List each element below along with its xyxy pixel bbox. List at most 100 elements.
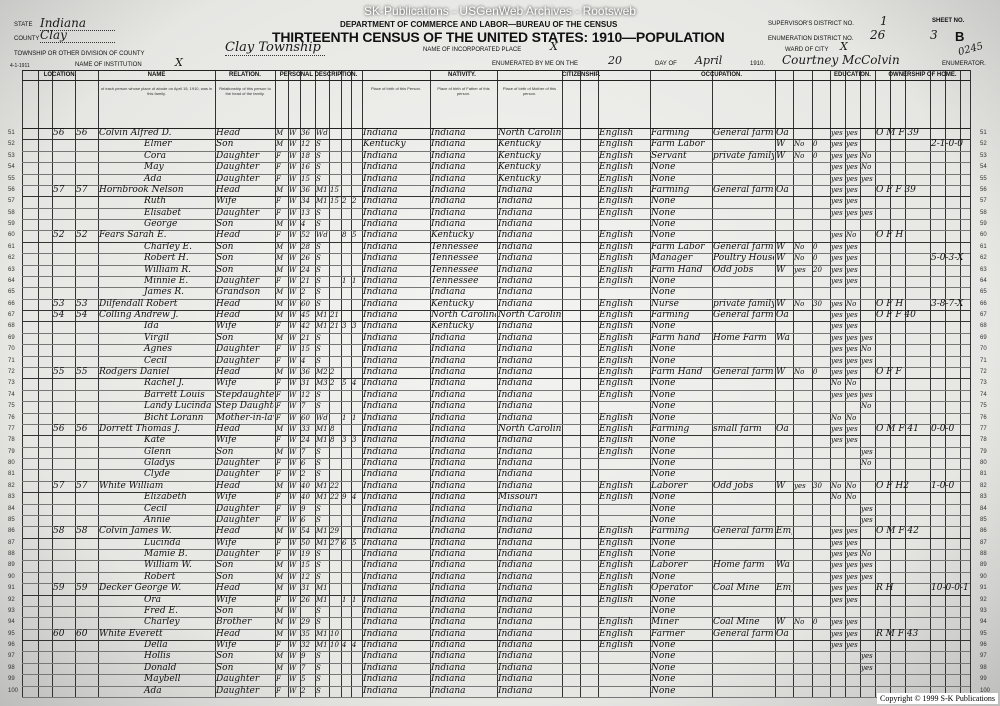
cell-read: yes	[831, 254, 843, 263]
cell-extra: 5-0-3-X	[931, 253, 964, 264]
cell-race: W	[289, 197, 297, 206]
cell-bp-self: Kentucky	[363, 139, 406, 150]
cell-age: 36	[301, 185, 310, 194]
county-value: Clay	[40, 28, 115, 43]
cell-sex: M	[276, 663, 284, 672]
row-rule	[22, 662, 970, 664]
county-label: COUNTY	[14, 36, 40, 42]
line-number-right: 95	[980, 630, 987, 637]
cell-bp-self: Indiana	[363, 628, 398, 639]
cell-race: W	[289, 345, 297, 354]
cell-bp-father: Indiana	[431, 446, 466, 457]
cell-bp-father: Indiana	[431, 469, 466, 480]
cell-marital: M1	[316, 197, 328, 206]
cell-employer: Oa	[776, 423, 789, 434]
cell-sex: M	[276, 572, 284, 581]
line-number-right: 86	[980, 528, 987, 535]
cell-age: 13	[301, 208, 310, 217]
cell-industry: Poultry House	[713, 253, 774, 264]
cell-children-living: 3	[352, 436, 357, 445]
cell-name: Colvin Alfred D.	[99, 128, 172, 138]
line-number: 62	[8, 255, 15, 262]
cell-read: yes	[831, 299, 843, 308]
cell-children-living: 2	[352, 197, 357, 206]
row-rule	[22, 628, 970, 630]
cell-bp-father: Indiana	[431, 355, 466, 366]
cell-language: English	[599, 389, 634, 400]
cell-bp-self: Indiana	[363, 366, 398, 377]
column-divider	[875, 70, 876, 697]
line-number-right: 81	[980, 471, 987, 478]
cell-race: W	[289, 572, 297, 581]
cell-bp-father: Indiana	[431, 219, 466, 230]
cell-dwelling: 57	[53, 480, 65, 491]
cell-language: English	[599, 480, 634, 491]
enumerator-label: ENUMERATOR.	[942, 61, 986, 67]
cell-sex: F	[276, 379, 281, 388]
cell-bp-mother: Indiana	[498, 378, 533, 389]
cell-children-born: 8	[342, 231, 347, 240]
cell-relation: Son	[216, 446, 234, 457]
cell-sex: F	[276, 515, 281, 524]
line-number: 74	[8, 391, 15, 398]
cell-occupation: Operator	[651, 583, 693, 594]
line-number: 65	[8, 289, 15, 296]
cell-children-living: 4	[352, 379, 357, 388]
cell-years-married: 22	[330, 493, 339, 502]
cell-sex: M	[276, 299, 284, 308]
cell-bp-self: Indiana	[363, 389, 398, 400]
cell-relation: Daughter	[216, 685, 260, 696]
cell-bp-self: Indiana	[363, 219, 398, 230]
cell-home: O F F 40	[876, 310, 916, 321]
cell-bp-father: Tennessee	[431, 253, 479, 264]
cell-sex: M	[276, 629, 284, 638]
cell-industry: private family	[713, 298, 774, 309]
line-number-right: 99	[980, 676, 987, 683]
cell-read: yes	[831, 140, 843, 149]
cell-bp-father: Indiana	[431, 128, 466, 138]
line-number: 70	[8, 346, 15, 353]
cell-race: W	[289, 493, 297, 502]
cell-name: William R.	[144, 264, 192, 275]
cell-bp-self: Indiana	[363, 241, 398, 252]
cell-write: yes	[846, 390, 858, 399]
cell-family: 59	[76, 583, 88, 594]
row-rule	[22, 332, 970, 334]
cell-age: 15	[301, 345, 310, 354]
cell-bp-father: Indiana	[431, 401, 466, 412]
cell-bp-mother: Indiana	[498, 230, 533, 241]
cell-sex: F	[276, 504, 281, 513]
line-number: 59	[8, 221, 15, 228]
cell-bp-mother: Indiana	[498, 651, 533, 662]
cell-sex: M	[276, 140, 284, 149]
line-number: 87	[8, 539, 15, 546]
cell-language: English	[599, 253, 634, 264]
cell-sex: F	[276, 151, 281, 160]
cell-weeks: 0	[813, 254, 818, 263]
row-rule	[22, 571, 970, 573]
cell-sex: M	[276, 481, 284, 490]
cell-children-living: 3	[352, 322, 357, 331]
cell-marital: S	[316, 675, 321, 684]
cell-name: Robert H.	[144, 253, 189, 264]
cell-occupation: Farming	[651, 526, 690, 537]
cell-read: yes	[831, 345, 843, 354]
cell-relation: Son	[216, 605, 234, 616]
cell-marital: S	[316, 663, 321, 672]
row-rule	[22, 184, 970, 186]
row-rule	[22, 366, 970, 368]
row-rule	[22, 241, 970, 243]
row-rule	[22, 298, 970, 300]
cell-sex: M	[276, 220, 284, 229]
cell-bp-mother: Indiana	[498, 241, 533, 252]
cell-sex: F	[276, 356, 281, 365]
line-number-right: 74	[980, 391, 987, 398]
row-rule	[22, 640, 970, 642]
cell-marital: M1	[316, 641, 328, 650]
cell-bp-father: Indiana	[431, 139, 466, 150]
cell-read: yes	[831, 197, 843, 206]
cell-bp-self: Indiana	[363, 583, 398, 594]
cell-name: Fred E.	[144, 605, 178, 616]
cell-language: English	[599, 537, 634, 548]
cell-name: Annie	[144, 514, 171, 525]
